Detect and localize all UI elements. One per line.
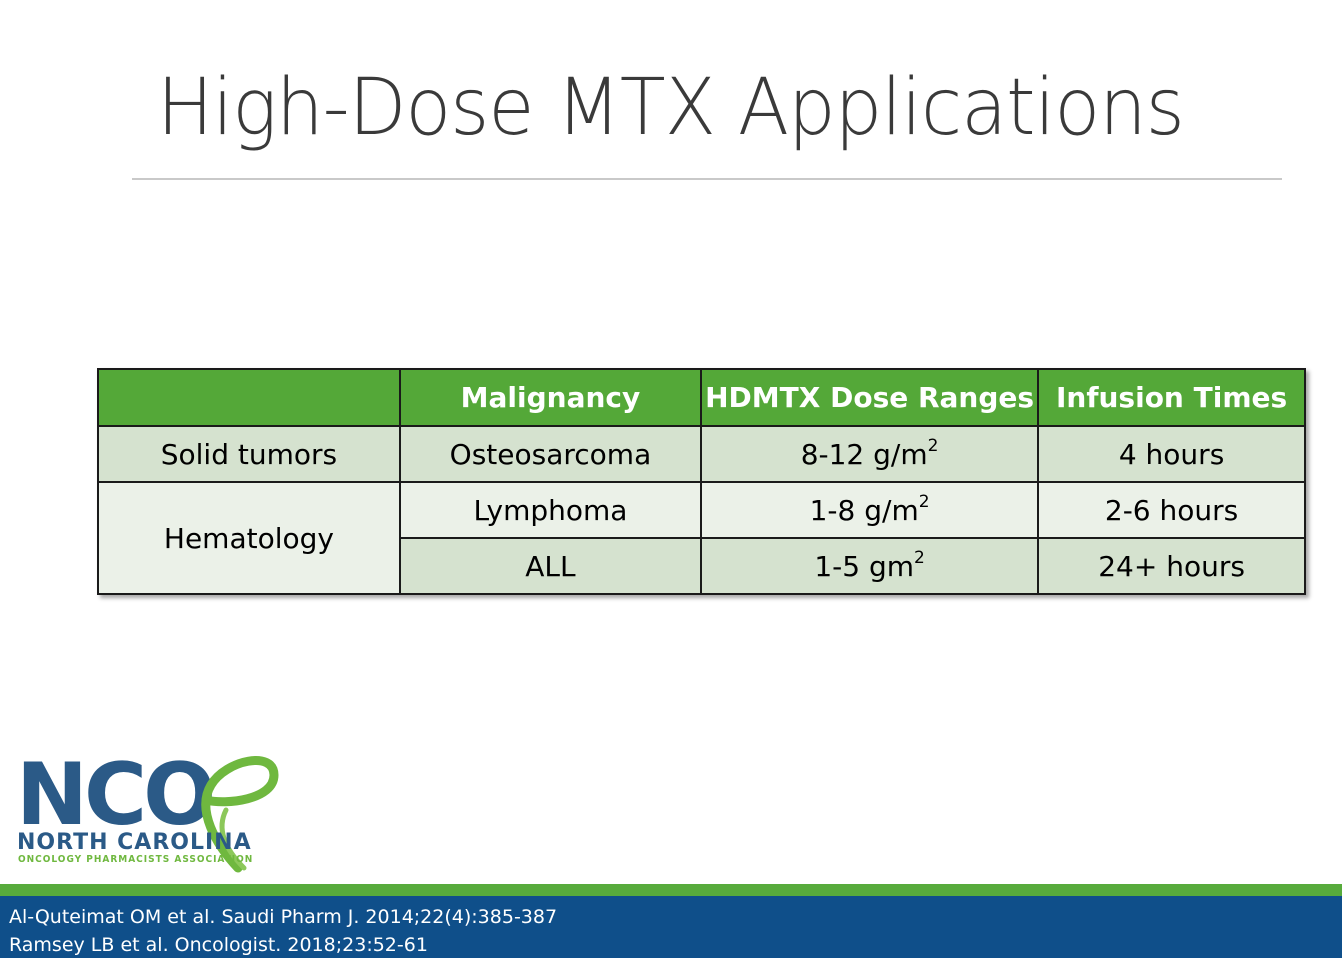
header-cell-malignancy: Malignancy [398,368,703,427]
reference-line: Al-Quteimat OM et al. Saudi Pharm J. 201… [9,906,558,928]
ncopa-logo: NCO NORTH CAROLINA ONCOLOGY PHARMACISTS … [16,750,286,875]
footer-accent-bar [0,884,1342,896]
dose-value: 1-5 gm [814,549,915,583]
table-row: Hematology Lymphoma 1-8 g/m2 2-6 hours [97,481,1306,595]
slide-title: High-Dose MTX Applications [157,63,1185,153]
header-cell-infusion-times: Infusion Times [1037,368,1306,427]
logo-name: NORTH CAROLINA [17,830,252,855]
header-cell-dose-ranges: HDMTX Dose Ranges [700,368,1040,427]
dose-table: Malignancy HDMTX Dose Ranges Infusion Ti… [97,368,1306,595]
title-divider [132,178,1282,180]
dose-cell: 1-5 gm2 [700,537,1040,595]
dose-value: 8-12 g/m [800,437,928,471]
malignancy-cell: Lymphoma [398,481,703,539]
logo-subtitle: ONCOLOGY PHARMACISTS ASSOCIATION [18,854,254,865]
dose-superscript: 2 [918,492,930,513]
dose-cell: 1-8 g/m2 [700,481,1040,539]
category-cell: Hematology [97,481,401,595]
table-row: ALL 1-5 gm2 24+ hours [98,537,1306,595]
ribbon-icon [201,756,279,873]
table-header-row: Malignancy HDMTX Dose Ranges Infusion Ti… [97,368,1306,427]
malignancy-cell: Osteosarcoma [398,425,703,483]
malignancy-cell: ALL [398,537,703,595]
reference-line: Ramsey LB et al. Oncologist. 2018;23:52-… [9,934,428,956]
infusion-time-cell: 24+ hours [1037,537,1306,595]
infusion-time-cell: 4 hours [1037,425,1306,483]
dose-value: 1-8 g/m [809,493,919,527]
table-row: Solid tumors Osteosarcoma 8-12 g/m2 4 ho… [97,425,1306,483]
category-cell: Solid tumors [97,425,401,483]
dose-superscript: 2 [914,548,925,569]
logo-mark: NCO [16,745,216,845]
header-cell-blank [97,368,401,427]
dose-superscript: 2 [927,436,939,457]
infusion-time-cell: 2-6 hours [1037,481,1306,539]
dose-cell: 8-12 g/m2 [700,425,1040,483]
footer-bar: Al-Quteimat OM et al. Saudi Pharm J. 201… [0,896,1342,958]
